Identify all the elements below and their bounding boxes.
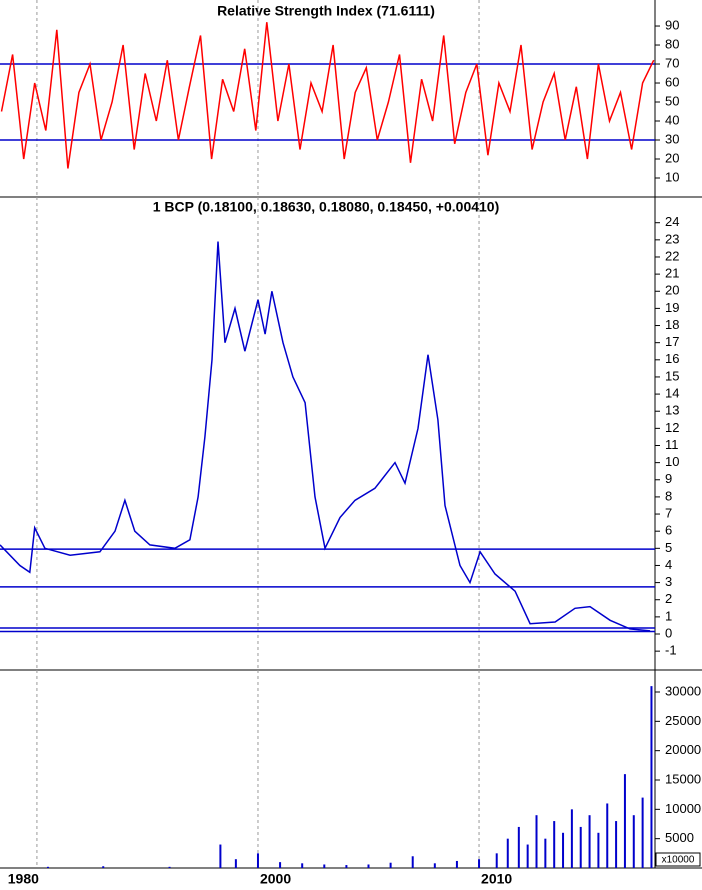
volume-bar	[632, 815, 635, 868]
y-tick-label: 0	[665, 625, 672, 640]
y-tick-label: 7	[665, 505, 672, 520]
y-tick-label: 5000	[665, 830, 694, 845]
y-tick-label: 5	[665, 540, 672, 555]
volume-bar	[506, 838, 509, 868]
y-tick-label: 10	[665, 454, 679, 469]
line-series	[0, 22, 655, 169]
y-tick-label: 24	[665, 214, 679, 229]
y-tick-label: 14	[665, 386, 679, 401]
y-tick-label: 13	[665, 403, 679, 418]
volume-bar	[570, 809, 573, 868]
y-tick-label: 9	[665, 471, 672, 486]
volume-bar	[553, 821, 556, 868]
x-tick-label: 2000	[260, 871, 291, 887]
x-tick-label: 2010	[481, 871, 512, 887]
y-tick-label: 12	[665, 420, 679, 435]
volume-bar	[367, 864, 370, 868]
volume-bar	[389, 862, 392, 868]
rsi-title: Relative Strength Index (71.6111)	[217, 3, 435, 19]
volume-bar	[495, 853, 498, 868]
y-tick-label: 3	[665, 574, 672, 589]
y-tick-label: 20000	[665, 742, 701, 757]
volume-bar	[579, 826, 582, 868]
y-tick-label: 25000	[665, 713, 701, 728]
volume-bar	[433, 863, 436, 868]
volume-bar	[256, 853, 259, 868]
volume-bar	[606, 803, 609, 868]
y-tick-label: 18	[665, 317, 679, 332]
y-tick-label: 30	[665, 131, 679, 146]
volume-bar	[597, 832, 600, 868]
volume-bar	[219, 844, 222, 868]
volume-bar	[455, 860, 458, 868]
y-tick-label: 50	[665, 93, 679, 108]
price-title: 1 BCP (0.18100, 0.18630, 0.18080, 0.1845…	[153, 199, 500, 215]
volume-bar	[102, 866, 105, 868]
y-tick-label: 20	[665, 283, 679, 298]
y-tick-label: 80	[665, 36, 679, 51]
y-tick-label: 90	[665, 17, 679, 32]
y-tick-label: 8	[665, 488, 672, 503]
volume-bar	[279, 862, 282, 868]
line-series	[0, 241, 651, 632]
y-tick-label: 10000	[665, 801, 701, 816]
volume-bar	[234, 859, 237, 868]
y-tick-label: 16	[665, 351, 679, 366]
y-tick-label: 40	[665, 112, 679, 127]
volume-bar	[535, 815, 538, 868]
volume-bar	[526, 844, 529, 868]
y-tick-label: 23	[665, 231, 679, 246]
volume-bar	[615, 821, 618, 868]
volume-bar	[650, 686, 653, 868]
y-tick-label: -1	[665, 643, 677, 658]
volume-bar	[478, 859, 481, 868]
y-tick-label: 1	[665, 608, 672, 623]
volume-bar	[562, 832, 565, 868]
y-tick-label: 15000	[665, 771, 701, 786]
y-tick-label: 20	[665, 150, 679, 165]
volume-bar	[301, 863, 304, 868]
volume-bar	[544, 838, 547, 868]
y-tick-label: 22	[665, 248, 679, 263]
volume-bar	[641, 797, 644, 868]
y-tick-label: 30000	[665, 683, 701, 698]
volume-bar	[345, 865, 348, 868]
volume-bar	[46, 866, 49, 868]
volume-bar	[411, 856, 414, 868]
volume-bar	[168, 866, 171, 868]
unit-box	[655, 852, 701, 867]
y-tick-label: 10	[665, 169, 679, 184]
y-tick-label: 21	[665, 266, 679, 281]
volume-bar	[623, 774, 626, 868]
volume-bar	[517, 826, 520, 868]
y-tick-label: 19	[665, 300, 679, 315]
y-tick-label: 17	[665, 334, 679, 349]
y-tick-label: 4	[665, 557, 672, 572]
y-tick-label: 6	[665, 523, 672, 538]
volume-bar	[588, 815, 591, 868]
volume-bar	[323, 864, 326, 868]
y-tick-label: 2	[665, 591, 672, 606]
y-tick-label: 60	[665, 74, 679, 89]
x-tick-label: 1980	[8, 871, 39, 887]
y-tick-label: 11	[665, 437, 679, 452]
unit-label: x10000	[662, 855, 695, 866]
y-tick-label: 70	[665, 55, 679, 70]
y-tick-label: 15	[665, 368, 679, 383]
